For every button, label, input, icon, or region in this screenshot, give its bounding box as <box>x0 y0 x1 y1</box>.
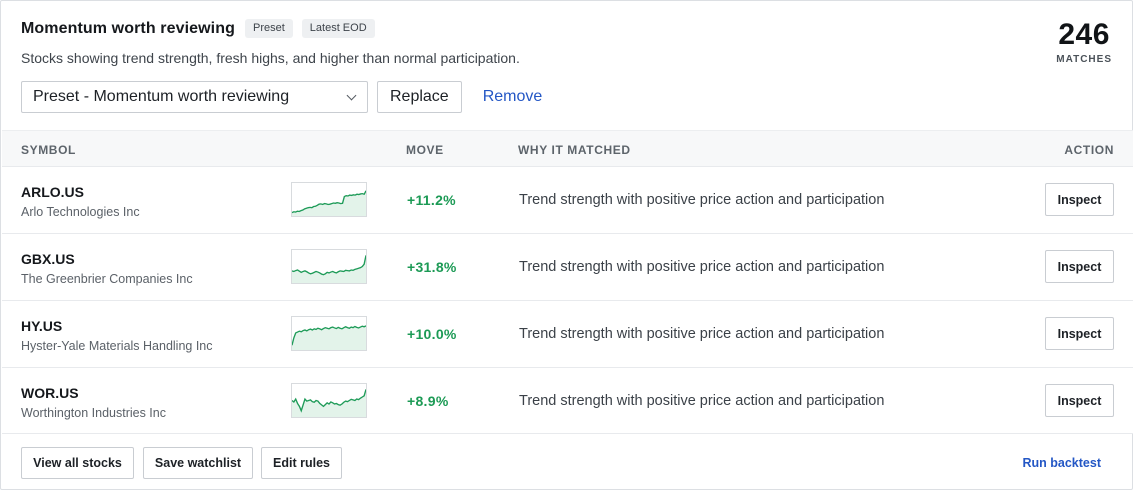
matches-count: 246 <box>1058 18 1110 51</box>
preset-badge: Preset <box>244 19 293 38</box>
inspect-button[interactable]: Inspect <box>1045 317 1114 350</box>
page-subtitle: Stocks showing trend strength, fresh hig… <box>21 50 520 66</box>
row-why-matched: Trend strength with positive price actio… <box>519 259 885 275</box>
row-company-name: Hyster-Yale Materials Handling Inc <box>21 339 213 353</box>
sparkline-line <box>292 190 366 214</box>
replace-button[interactable]: Replace <box>377 81 462 113</box>
card-footer: View all stocks Save watchlist Edit rule… <box>2 433 1133 490</box>
sparkline-line <box>292 325 366 346</box>
chevron-down-icon <box>347 92 357 102</box>
row-move: +11.2% <box>407 192 456 208</box>
row-company-name: The Greenbrier Companies Inc <box>21 272 193 286</box>
row-symbol: HY.US <box>21 318 63 334</box>
row-move: +31.8% <box>407 259 457 275</box>
table-row[interactable]: GBX.US The Greenbrier Companies Inc +31.… <box>2 233 1133 300</box>
sparkline-chart <box>291 182 367 217</box>
sparkline-line <box>292 255 366 276</box>
edit-rules-button[interactable]: Edit rules <box>261 447 342 479</box>
sparkline-chart <box>291 249 367 284</box>
latest-eod-badge: Latest EOD <box>301 19 375 38</box>
column-header-symbol: SYMBOL <box>21 143 76 157</box>
sparkline-chart <box>291 383 367 418</box>
run-backtest-link[interactable]: Run backtest <box>1022 456 1102 470</box>
sparkline-area <box>292 325 366 350</box>
sparkline-area <box>292 389 366 417</box>
save-watchlist-button[interactable]: Save watchlist <box>143 447 253 479</box>
sparkline-area <box>292 255 366 283</box>
inspect-button[interactable]: Inspect <box>1045 250 1114 283</box>
row-symbol: ARLO.US <box>21 184 84 200</box>
column-header-move: MOVE <box>406 143 444 157</box>
table-row[interactable]: HY.US Hyster-Yale Materials Handling Inc… <box>2 300 1133 367</box>
sparkline-area <box>292 190 366 216</box>
sparkline-chart <box>291 316 367 351</box>
row-why-matched: Trend strength with positive price actio… <box>519 393 885 409</box>
row-symbol: GBX.US <box>21 251 75 267</box>
table-row[interactable]: WOR.US Worthington Industries Inc +8.9% … <box>2 367 1133 434</box>
inspect-button[interactable]: Inspect <box>1045 384 1114 417</box>
row-symbol: WOR.US <box>21 385 79 401</box>
header-title-row: Momentum worth reviewing Preset Latest E… <box>21 19 375 38</box>
inspect-button[interactable]: Inspect <box>1045 183 1114 216</box>
view-all-stocks-button[interactable]: View all stocks <box>21 447 134 479</box>
row-why-matched: Trend strength with positive price actio… <box>519 326 885 342</box>
matches-counter: 246 MATCHES <box>1056 18 1112 65</box>
row-company-name: Arlo Technologies Inc <box>21 205 140 219</box>
table-row[interactable]: ARLO.US Arlo Technologies Inc +11.2% Tre… <box>2 166 1133 233</box>
row-why-matched: Trend strength with positive price actio… <box>519 192 885 208</box>
preset-select[interactable]: Preset - Momentum worth reviewing <box>21 81 368 113</box>
matches-label: MATCHES <box>1056 54 1112 65</box>
page-title: Momentum worth reviewing <box>21 19 235 37</box>
row-company-name: Worthington Industries Inc <box>21 406 166 420</box>
column-header-action: ACTION <box>1064 143 1114 157</box>
preset-controls: Preset - Momentum worth reviewing Replac… <box>21 81 542 113</box>
preset-select-value: Preset - Momentum worth reviewing <box>33 88 290 105</box>
row-move: +10.0% <box>407 326 457 342</box>
row-move: +8.9% <box>407 393 449 409</box>
column-header-why: WHY IT MATCHED <box>518 143 631 157</box>
remove-link[interactable]: Remove <box>482 88 543 105</box>
sparkline-line <box>292 389 366 413</box>
table-header: SYMBOL MOVE WHY IT MATCHED ACTION <box>2 130 1133 166</box>
